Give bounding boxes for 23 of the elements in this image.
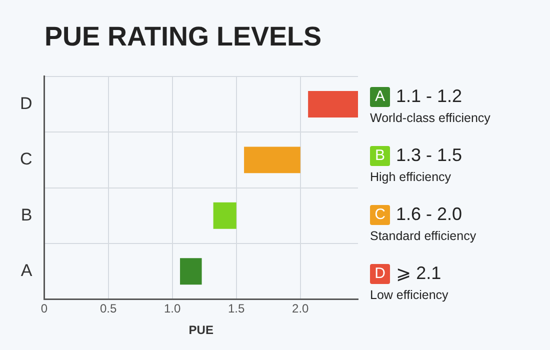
x-tick-label: 2.0 <box>292 302 310 316</box>
text: Low efficiency <box>370 288 450 302</box>
category-label: D <box>374 265 386 282</box>
x-tick-label: 0.5 <box>100 302 117 316</box>
chart-title: PUE RATING LEVELS <box>44 22 322 52</box>
text: High efficiency <box>370 170 452 184</box>
x-tick-label: 0 <box>40 302 48 316</box>
text: 1.1 - 1.2 <box>396 86 462 107</box>
text: 1.6 - 2.0 <box>396 204 462 225</box>
text: ⩾ 2.1 <box>396 263 442 284</box>
text: Standard efficiency <box>370 229 478 243</box>
x-tick-label: 1.5 <box>228 302 246 316</box>
y-tick-label: D <box>20 94 32 113</box>
x-axis-title: PUE <box>188 323 214 338</box>
y-tick-label: C <box>20 150 32 169</box>
text: World-class efficiency <box>370 111 492 125</box>
y-tick-label: A <box>20 261 33 280</box>
x-tick-label: 1.0 <box>164 302 181 316</box>
category-label: C <box>374 206 386 223</box>
y-tick-label: B <box>20 205 32 224</box>
text: 1.3 - 1.5 <box>396 145 462 166</box>
category-label: A <box>374 88 385 105</box>
category-label: B <box>374 147 385 164</box>
